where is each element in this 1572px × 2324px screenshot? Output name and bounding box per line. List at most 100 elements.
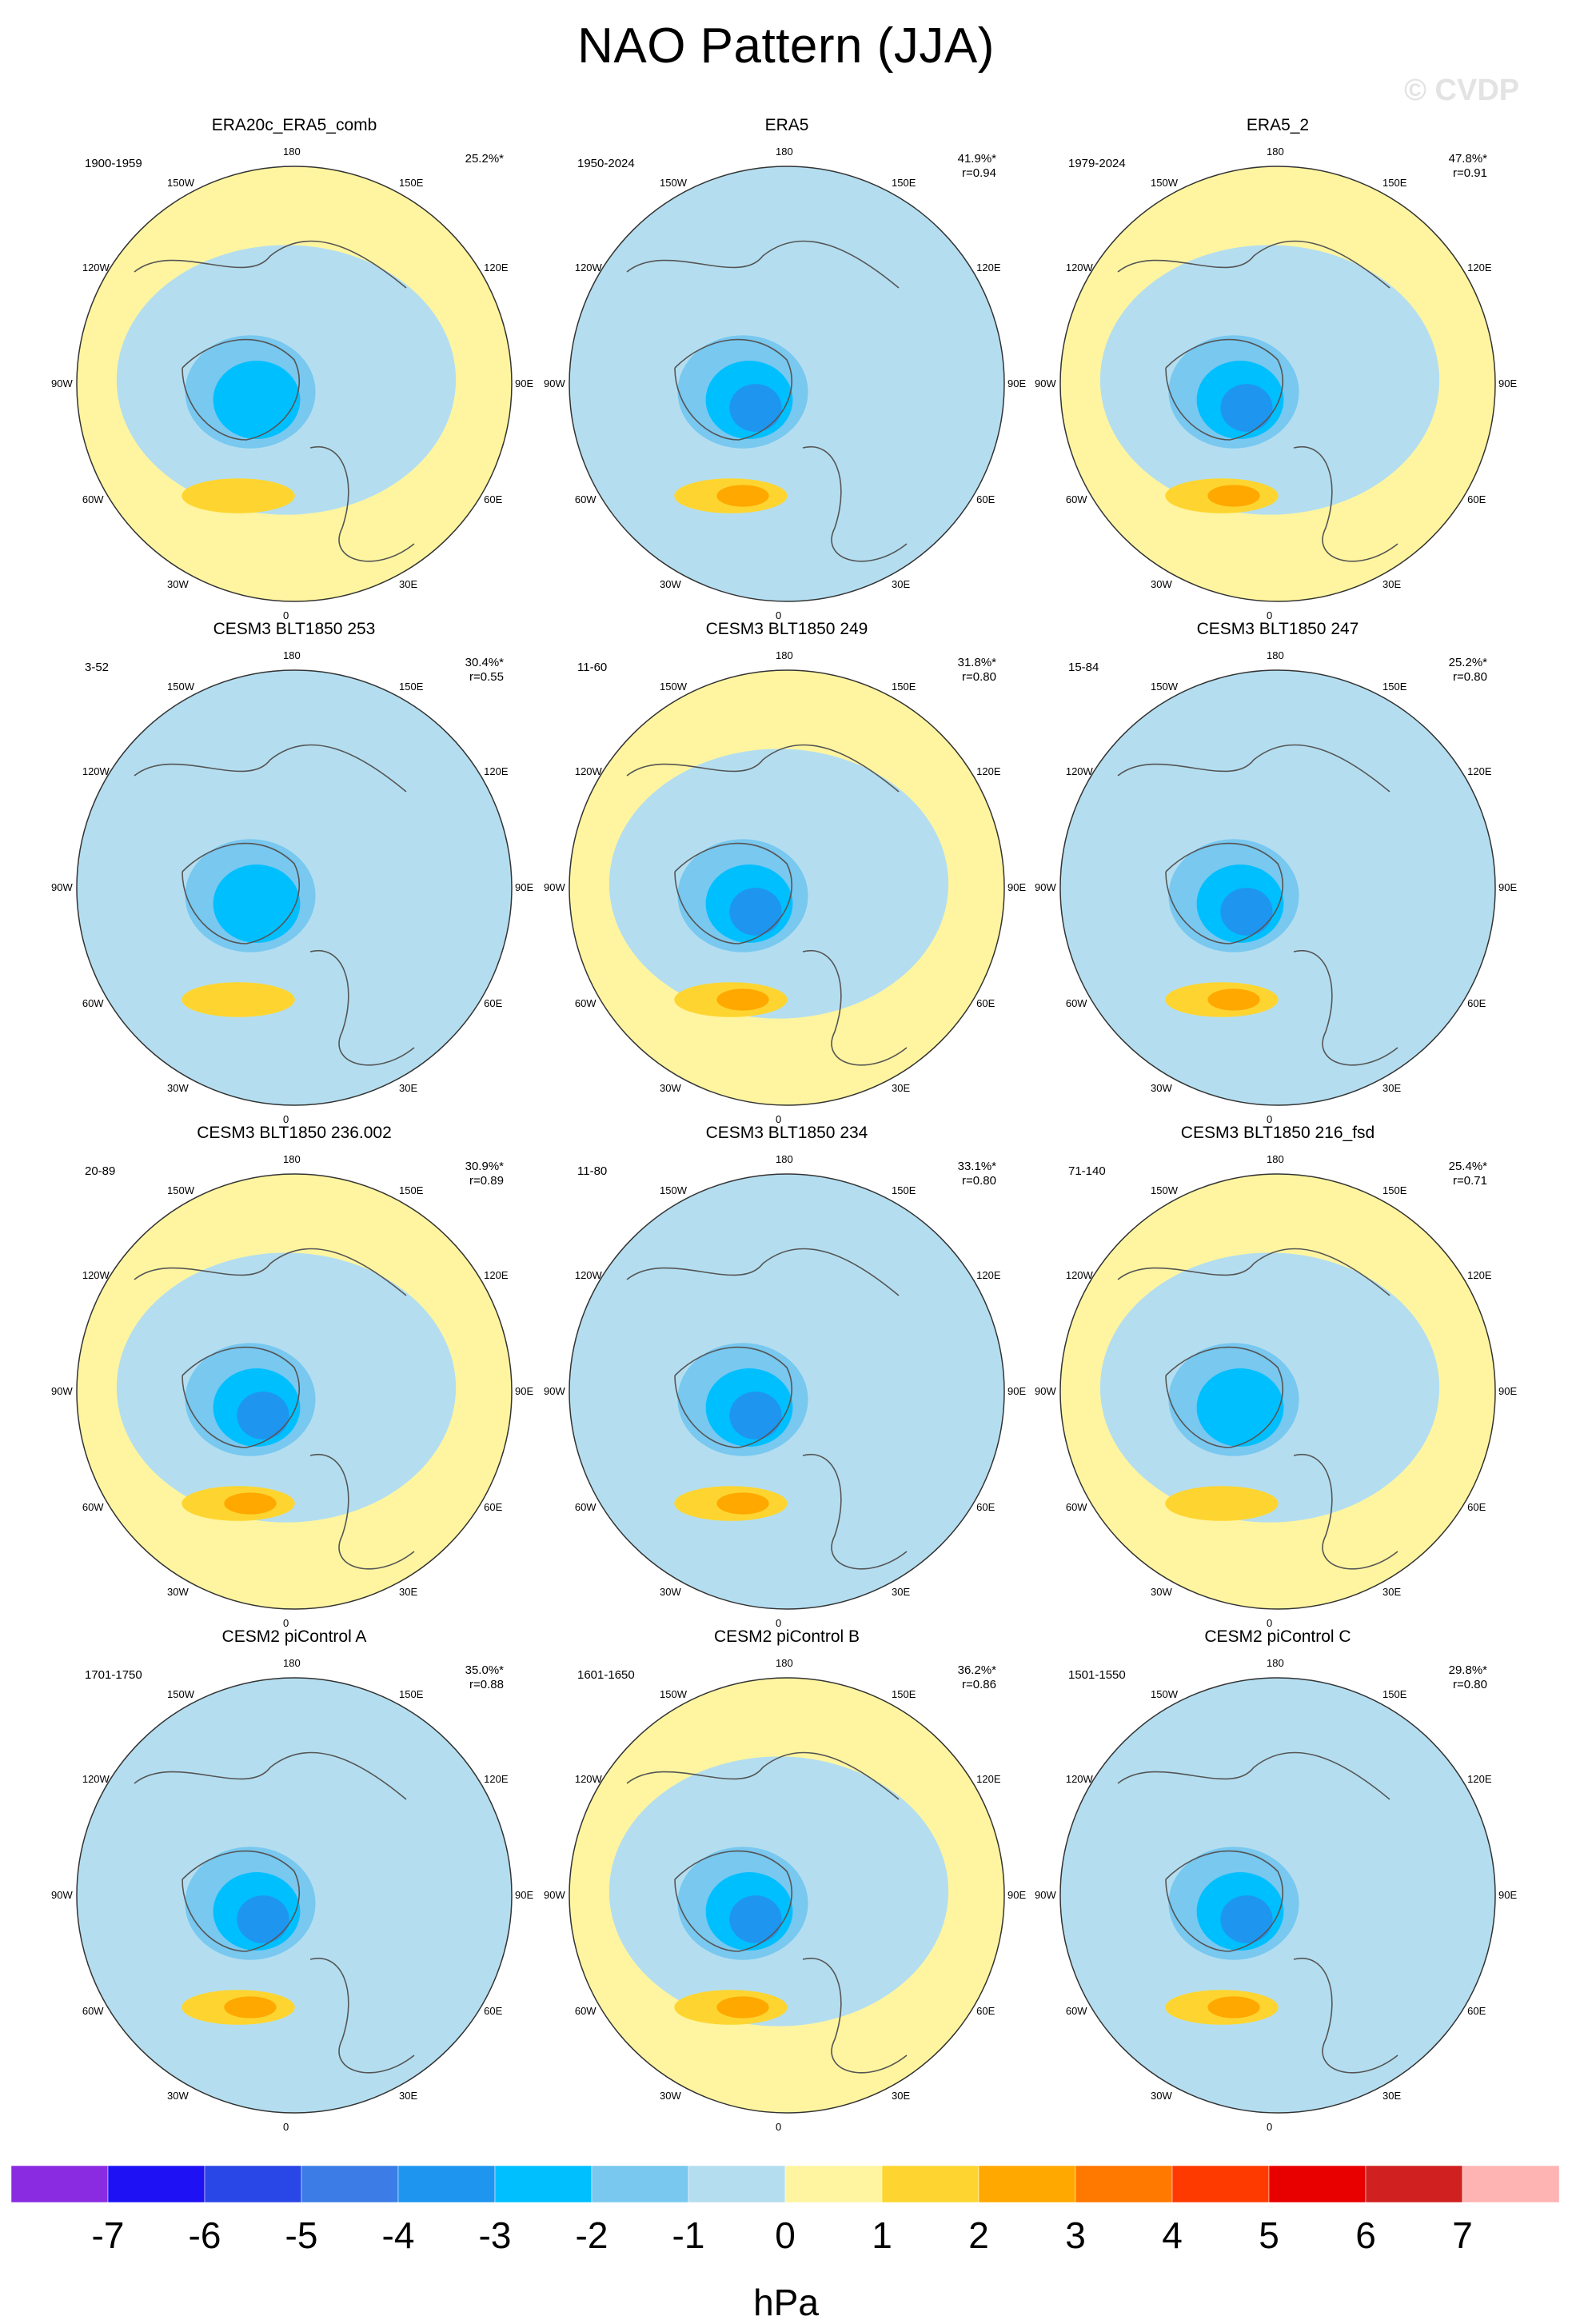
polar-map	[569, 166, 1005, 602]
map-boundary	[569, 669, 1005, 1106]
longitude-label: 150E	[892, 1184, 916, 1196]
longitude-label: 60W	[82, 2005, 104, 2017]
longitude-label: 60E	[976, 1501, 995, 1513]
longitude-label: 180	[776, 649, 793, 661]
anomaly-high-contour	[716, 1996, 769, 2019]
longitude-label: 90E	[1007, 377, 1027, 389]
longitude-label: 60E	[976, 2005, 995, 2017]
anomaly-high-contour	[182, 478, 295, 513]
anomaly-high-contour	[224, 1996, 277, 2019]
longitude-label: 120E	[1467, 1269, 1492, 1281]
longitude-label: 120W	[82, 262, 110, 274]
longitude-label: 60W	[574, 2005, 596, 2017]
coastline	[134, 240, 415, 562]
map-boundary	[76, 669, 513, 1106]
colorbar-swatch	[107, 2165, 205, 2203]
longitude-label: 90E	[1498, 881, 1518, 893]
panel-percent-variance: 41.9%*	[957, 152, 996, 166]
longitude-label: 120E	[976, 765, 1001, 777]
panel-period: 1601-1650	[577, 1668, 635, 1682]
colorbar-swatch	[881, 2165, 980, 2203]
panel-percent-variance: 36.2%*	[957, 1663, 996, 1677]
map-boundary	[1059, 1677, 1496, 2114]
colorbar-swatch	[10, 2165, 109, 2203]
anomaly-high-contour	[224, 1492, 277, 1515]
longitude-label: 120E	[976, 1269, 1001, 1281]
longitude-label: 120W	[82, 1269, 110, 1281]
longitude-label: 90W	[544, 1889, 565, 1901]
longitude-label: 30W	[167, 578, 189, 591]
colorbar-tick-label: -5	[285, 2214, 318, 2256]
longitude-label: 0	[1267, 2121, 1273, 2133]
anomaly-low-contour	[1196, 1368, 1284, 1447]
longitude-label: 150W	[167, 176, 194, 189]
panel-percent-variance: 29.8%*	[1448, 1663, 1487, 1677]
polar-map	[569, 669, 1005, 1106]
longitude-label: 30W	[660, 2090, 681, 2102]
colorbar-tick-label: -6	[188, 2214, 221, 2256]
colorbar-tick-label: 6	[1355, 2214, 1376, 2256]
panel-period: 3-52	[85, 661, 110, 674]
longitude-label: 60W	[82, 997, 104, 1009]
longitude-label: 150W	[167, 1184, 194, 1196]
longitude-label: 30W	[660, 1082, 681, 1095]
colorbar-tick-label: 4	[1162, 2214, 1183, 2256]
longitude-label: 180	[1267, 1657, 1284, 1669]
colorbar-swatch	[1268, 2165, 1367, 2203]
panel-pattern-correlation: r=0.80	[962, 1174, 996, 1188]
map-boundary	[76, 1677, 513, 2114]
panel-title: CESM3 BLT1850 216_fsd	[1180, 1124, 1375, 1142]
panel-percent-variance: 35.0%*	[465, 1663, 504, 1677]
longitude-label: 90E	[515, 1385, 534, 1397]
longitude-label: 0	[283, 1617, 289, 1629]
coastline	[626, 1751, 908, 2074]
page-title: NAO Pattern (JJA)	[577, 18, 995, 74]
anomaly-high-contour	[1207, 485, 1260, 507]
longitude-label: 90W	[544, 881, 565, 893]
longitude-label: 60E	[1467, 1501, 1486, 1513]
anomaly-high-contour	[716, 988, 769, 1011]
longitude-label: 60E	[484, 2005, 503, 2017]
anomaly-low-contour	[729, 384, 782, 432]
longitude-label: 90E	[1007, 1889, 1027, 1901]
colorbar-tick-label: -1	[672, 2214, 705, 2256]
longitude-label: 30E	[399, 1082, 418, 1095]
longitude-label: 180	[1267, 649, 1284, 661]
map-boundary	[569, 1173, 1005, 1610]
colorbar-swatch	[1075, 2165, 1173, 2203]
longitude-label: 150W	[660, 1687, 687, 1700]
longitude-label: 0	[283, 2121, 289, 2133]
coastline	[1117, 240, 1398, 562]
longitude-label: 120W	[1065, 262, 1093, 274]
longitude-label: 60E	[976, 997, 995, 1009]
longitude-label: 30E	[892, 578, 911, 591]
longitude-label: 150E	[892, 680, 916, 693]
longitude-label: 90E	[1498, 1889, 1518, 1901]
colorbar-tick-label: -2	[575, 2214, 608, 2256]
longitude-label: 150W	[167, 680, 194, 693]
colorbar-swatch	[1462, 2165, 1560, 2203]
longitude-label: 120E	[976, 262, 1001, 274]
longitude-label: 120W	[574, 765, 602, 777]
longitude-label: 60E	[484, 997, 503, 1009]
map-boundary	[76, 1173, 513, 1610]
map-boundary	[1059, 669, 1496, 1106]
longitude-label: 30W	[1151, 1586, 1172, 1599]
colorbar-tick-label: -4	[381, 2214, 415, 2256]
panel-period: 71-140	[1068, 1164, 1106, 1178]
longitude-label: 150E	[399, 1687, 424, 1700]
anomaly-high-contour	[1165, 1486, 1279, 1521]
colorbar-swatch	[1171, 2165, 1270, 2203]
polar-map	[1059, 669, 1496, 1106]
polar-map	[76, 166, 513, 602]
panel-title: CESM3 BLT1850 249	[705, 620, 868, 638]
colorbar-swatch	[978, 2165, 1076, 2203]
longitude-label: 90W	[1035, 881, 1056, 893]
anomaly-low-contour	[729, 888, 782, 936]
coastline	[1117, 744, 1398, 1066]
longitude-label: 180	[776, 146, 793, 158]
longitude-label: 90W	[1035, 1385, 1056, 1397]
longitude-label: 150E	[1382, 1687, 1407, 1700]
longitude-label: 30W	[1151, 578, 1172, 591]
longitude-label: 120E	[976, 1773, 1001, 1785]
